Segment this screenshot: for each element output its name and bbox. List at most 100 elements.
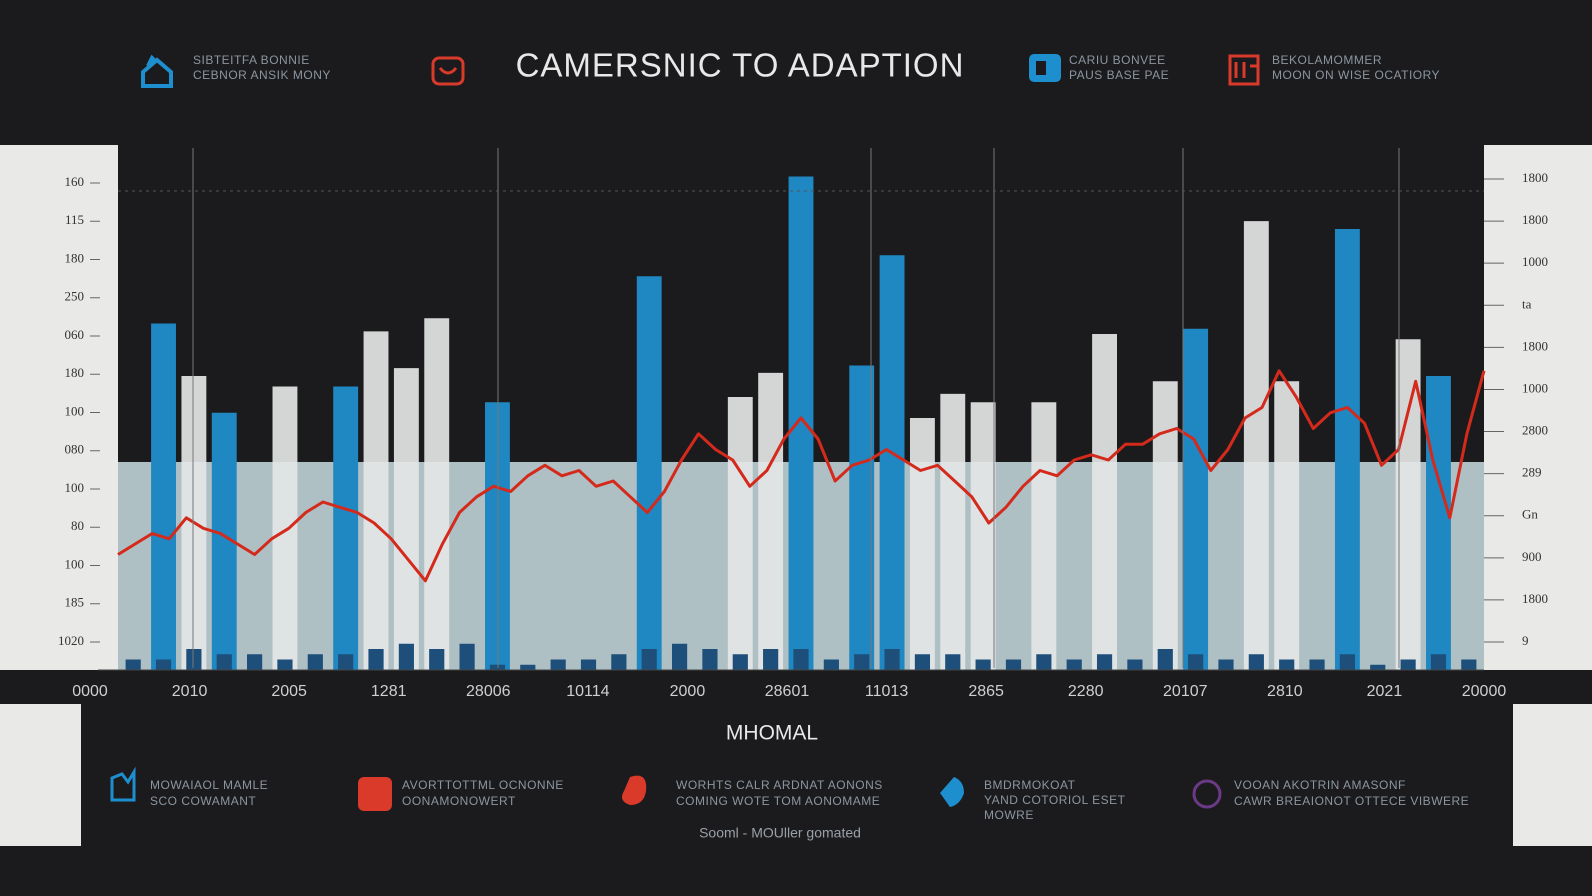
bar	[914, 654, 931, 670]
bar	[1183, 328, 1209, 670]
bar	[727, 397, 753, 670]
left-axis-label: 80	[71, 518, 84, 533]
right-axis-label: 1800	[1522, 212, 1548, 227]
x-axis-label: MHOMAL	[726, 722, 818, 745]
bar	[489, 664, 506, 670]
x-tick-label: 10114	[566, 683, 609, 700]
bar	[1339, 654, 1355, 670]
bar	[1426, 376, 1451, 670]
x-tick-label: 2010	[172, 683, 208, 700]
bar	[550, 659, 566, 670]
bar	[854, 654, 870, 670]
left-axis-label: 100	[65, 556, 85, 571]
x-tick-label: 0000	[72, 683, 108, 700]
right-axis-label: Gn	[1522, 507, 1538, 522]
bar	[975, 659, 991, 670]
header-icons	[141, 54, 1260, 88]
bar	[884, 649, 900, 670]
bar	[945, 654, 961, 670]
bar	[1152, 381, 1178, 670]
bar	[1248, 654, 1264, 670]
legend-note: COMING WOTE TOM AONOMAME	[676, 794, 880, 808]
legend-icons	[110, 766, 1222, 811]
bar	[1036, 654, 1052, 670]
left-axis-label: 1020	[58, 633, 84, 648]
bar	[879, 255, 905, 670]
left-axis-label: 060	[65, 327, 85, 342]
bar	[940, 393, 966, 670]
bar	[641, 649, 657, 670]
bar	[1031, 402, 1057, 670]
bar	[970, 402, 996, 670]
bar	[849, 365, 875, 670]
bar	[1092, 334, 1118, 670]
bar	[338, 654, 354, 670]
bar	[671, 643, 688, 670]
bar	[398, 643, 414, 670]
left-box	[0, 704, 81, 846]
left-axis-label: 250	[65, 289, 85, 304]
legend-note: BMDRMOKOAT	[984, 778, 1076, 792]
legend-note: SCO COWAMANT	[150, 794, 256, 808]
bar	[1395, 339, 1421, 670]
bar	[1400, 659, 1416, 670]
left-axis-label: 115	[65, 212, 84, 227]
right-axis-label: 1800	[1522, 591, 1548, 606]
footer: Sooml - MOUller gomated	[699, 825, 861, 841]
bar	[732, 654, 748, 670]
right-axis-label: 2800	[1522, 423, 1548, 438]
header-note: CARIU BONVEE	[1069, 53, 1166, 67]
chart-title: CAMERSNIC TO ADAPTION	[516, 47, 965, 84]
bar	[1274, 381, 1300, 670]
left-axis-label: 100	[65, 480, 85, 495]
legend-note: VOOAN AKOTRIN AMASONF	[1234, 778, 1406, 792]
x-tick-label: 2021	[1367, 683, 1403, 700]
bar	[155, 659, 172, 670]
bar	[788, 176, 814, 670]
bar	[1127, 659, 1143, 670]
bar	[823, 659, 839, 670]
right-axis-label: ta	[1522, 296, 1532, 311]
bar	[277, 659, 293, 670]
right-axis-label: 900	[1522, 549, 1542, 564]
bar	[216, 654, 232, 670]
bar	[1005, 659, 1022, 670]
left-axis-label: 180	[65, 365, 85, 380]
bar	[368, 649, 384, 670]
legend-note: WORHTS CALR ARDNAT AONONS	[676, 778, 883, 792]
bar	[484, 402, 510, 670]
left-axis-label: 160	[65, 174, 85, 189]
right-axis-label: 1000	[1522, 254, 1548, 269]
bar	[636, 276, 662, 670]
bar	[1096, 654, 1113, 670]
line	[117, 369, 1486, 583]
bar	[611, 654, 627, 670]
bar	[393, 368, 419, 670]
bar	[247, 654, 263, 670]
bar	[333, 386, 359, 670]
x-tick-label: 28006	[466, 683, 511, 700]
x-tick-label: 11013	[865, 683, 908, 700]
bar	[1461, 659, 1477, 670]
bar	[151, 323, 176, 670]
bar	[1188, 654, 1204, 670]
x-tick-label: 2865	[968, 683, 1004, 700]
right-panel	[1484, 145, 1592, 670]
bar	[186, 649, 202, 670]
bar	[580, 659, 597, 670]
legend-note: MOWRE	[984, 808, 1034, 822]
left-axis-label: 185	[65, 595, 85, 610]
legend-note: CAWR BREAIONOT OTTECE VIBWERE	[1234, 794, 1469, 808]
bar	[1334, 229, 1360, 670]
x-tick-label: 20107	[1163, 683, 1208, 700]
bar	[1279, 659, 1295, 670]
legend-note: YAND COTORIOL ESET	[984, 793, 1126, 807]
bar	[125, 659, 141, 670]
bar	[1370, 664, 1386, 670]
bar	[793, 649, 809, 670]
x-tick-label: 2005	[271, 683, 307, 700]
bar	[1218, 659, 1234, 670]
bar	[1309, 659, 1325, 670]
bar	[702, 649, 718, 670]
